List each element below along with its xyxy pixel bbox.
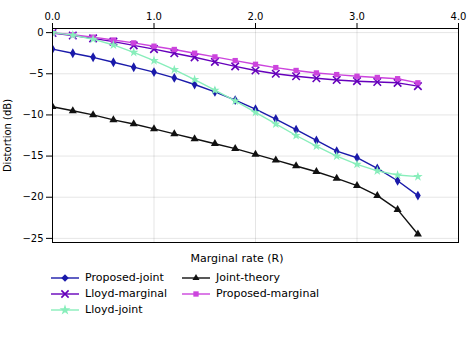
html-text:Proposed-marginal: Proposed-marginal [216, 287, 320, 300]
svg-text:1.0: 1.0 [146, 11, 162, 22]
svg-text:0.0: 0.0 [45, 11, 61, 22]
html-text:Lloyd-joint: Lloyd-joint [85, 303, 143, 316]
svg-text:−5: −5 [29, 68, 44, 79]
html-text:Proposed-joint: Proposed-joint [85, 271, 164, 284]
svg-text:−25: −25 [22, 233, 43, 244]
html-text:Lloyd-marginal: Lloyd-marginal [85, 287, 167, 300]
svg-text:0: 0 [37, 27, 43, 38]
svg-text:−10: −10 [22, 109, 43, 120]
html-text:Joint-theory: Joint-theory [216, 271, 281, 284]
svg-text:3.0: 3.0 [349, 11, 365, 22]
html-text:Marginal rate (R): Marginal rate (R) [190, 252, 284, 265]
svg-text:4.0: 4.0 [451, 11, 467, 22]
svg-text:−20: −20 [22, 191, 43, 202]
svg-text:−15: −15 [22, 150, 43, 161]
svg-text:Distortion (dB): Distortion (dB) [2, 99, 13, 172]
svg-text:2.0: 2.0 [248, 11, 264, 22]
